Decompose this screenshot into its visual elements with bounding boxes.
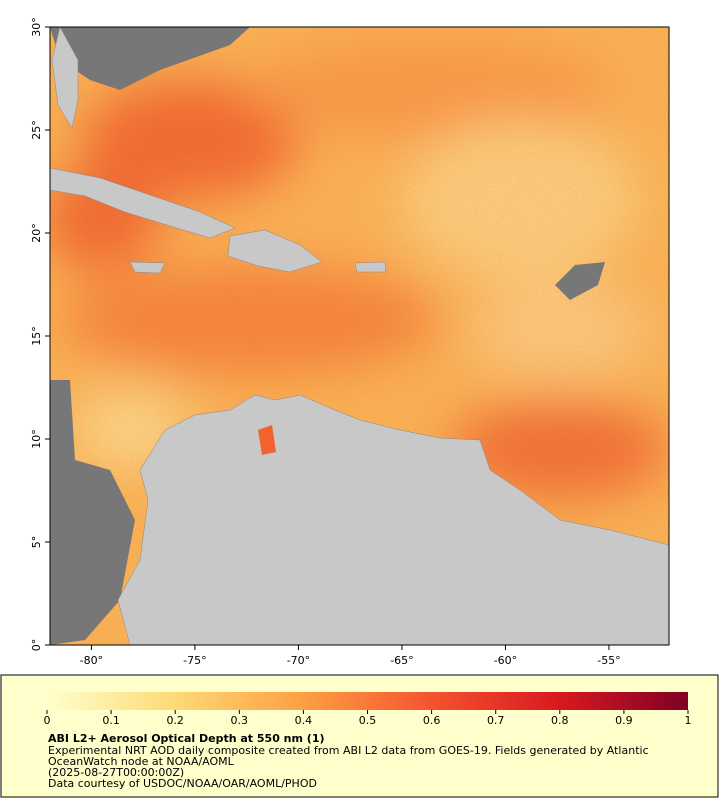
footer-line: Experimental NRT AOD daily composite cre… [48,744,649,757]
colorbar-tick-label: 0.9 [615,714,633,727]
x-tick-label: -80° [80,654,103,667]
x-tick-label: -65° [390,654,413,667]
colorbar-tick-label: 0 [44,714,51,727]
x-tick-label: -75° [183,654,206,667]
footer-line: (2025-08-27T00:00:00Z) [48,766,184,779]
y-tick-label: 30° [30,17,43,37]
colorbar-tick-label: 0.8 [551,714,569,727]
land [50,27,669,645]
colorbar-tick-label: 0.4 [295,714,313,727]
footer-lines: Experimental NRT AOD daily composite cre… [48,744,649,790]
footer-line: OceanWatch node at NOAA/AOML [48,755,235,768]
y-tick-label: 25° [30,120,43,140]
no-data [50,27,605,645]
footer-title: ABI L2+ Aerosol Optical Depth at 550 nm … [48,732,325,745]
y-tick-label: 5° [30,536,43,549]
footer-line: Data courtesy of USDOC/NOAA/OAR/AOML/PHO… [48,777,317,790]
colorbar-tick-label: 1 [685,714,692,727]
colorbar-tick-label: 0.2 [166,714,184,727]
colorbar [47,692,688,710]
lake-maracaibo [258,425,276,455]
y-tick-label: 15° [30,326,43,346]
x-tick-label: -60° [494,654,517,667]
y-tick-label: 10° [30,429,43,449]
x-tick-label: -70° [287,654,310,667]
x-tick-label: -55° [597,654,620,667]
colorbar-tick-label: 0.6 [423,714,441,727]
colorbar-tick-label: 0.1 [102,714,120,727]
colorbar-tick-label: 0.3 [231,714,249,727]
colorbar-tick-label: 0.7 [487,714,505,727]
colorbar-tick-label: 0.5 [359,714,377,727]
y-tick-label: 20° [30,223,43,243]
y-tick-label: 0° [30,639,43,652]
map [50,27,669,645]
axes: -80° -75° -70° -65° -60° -55° 0° 5° 10° 15° 20° 25°… [30,17,621,667]
